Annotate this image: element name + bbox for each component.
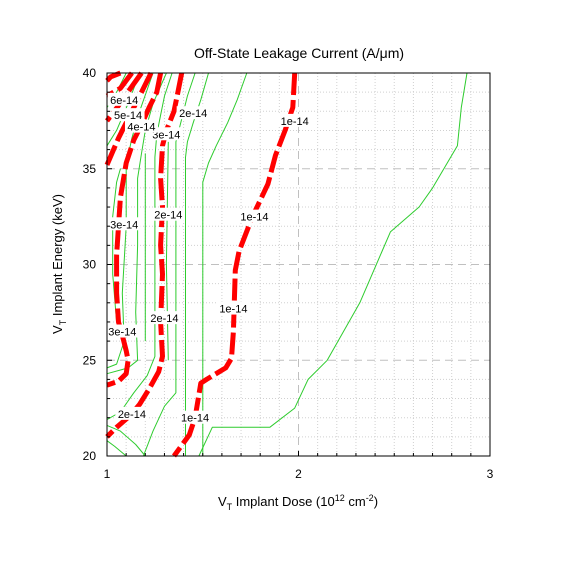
- x-tick-label: 3: [487, 467, 494, 481]
- contour-label-bg: [107, 92, 141, 106]
- y-tick-label: 35: [83, 162, 97, 176]
- contour-label-bg: [237, 209, 271, 223]
- contour-label-bg: [107, 217, 141, 231]
- y-tick-label: 40: [83, 66, 97, 80]
- contour-label-bg: [111, 108, 145, 122]
- contour-label-bg: [216, 301, 250, 315]
- x-tick-label: 1: [104, 467, 111, 481]
- contour-line-7e-14: [105, 70, 122, 83]
- contour-label: 4e-14: [127, 122, 155, 134]
- contour-label: 1e-14: [281, 116, 309, 128]
- contour-line-minor: [198, 72, 468, 457]
- x-axis-title-tail: cm: [345, 494, 366, 509]
- x-axis-title-sup2: -2: [366, 493, 374, 503]
- contour-line-minor: [106, 72, 167, 375]
- y-axis-title-base: V: [50, 325, 65, 334]
- contour-label: 3e-14: [152, 129, 180, 141]
- contour-label: 2e-14: [118, 409, 146, 421]
- contour-label-bg: [151, 207, 185, 221]
- contour-label: 2e-14: [150, 313, 178, 325]
- contour-line-3e-14: [106, 72, 164, 388]
- contour-line-minor: [106, 424, 146, 457]
- x-axis-title-sub: T: [227, 502, 233, 512]
- y-tick-label: 20: [83, 449, 97, 463]
- contour-line-minor: [106, 72, 173, 421]
- chart-title: Off-State Leakage Current (A/μm): [194, 45, 404, 61]
- contour-label: 6e-14: [110, 95, 138, 107]
- contour-label: 1e-14: [219, 304, 247, 316]
- contour-label-bg: [278, 113, 312, 127]
- contour-line-1e-14: [171, 72, 298, 458]
- contour-label: 3e-14: [110, 219, 138, 231]
- contour-label: 1e-14: [240, 212, 268, 224]
- contour-line-minor: [202, 72, 248, 456]
- y-axis-title: VT Implant Energy (keV): [50, 194, 68, 334]
- y-axis-title-rest: Implant Energy (keV): [50, 194, 65, 320]
- grid: [107, 73, 490, 456]
- contour-label: 2e-14: [154, 210, 182, 222]
- contour-label: 1e-14: [181, 413, 209, 425]
- y-axis-title-sub: T: [58, 319, 68, 325]
- x-axis-title-end: ): [374, 494, 378, 509]
- x-axis-title-rest: Implant Dose (10: [232, 494, 335, 509]
- contour-label: 2e-14: [179, 108, 207, 120]
- x-tick-label: 2: [295, 467, 302, 481]
- contour-label: 3e-14: [108, 327, 136, 339]
- x-axis-title: VT Implant Dose (1012 cm-2): [218, 493, 378, 512]
- contour-label-bg: [176, 106, 210, 120]
- contour-label-bg: [149, 127, 183, 141]
- minor-contours: [106, 72, 468, 457]
- contour-label-bg: [147, 311, 181, 325]
- contour-label-bg: [124, 119, 158, 133]
- contour-labels: 1e-14 1e-14 1e-14 1e-14 2e-14 2e-14 2e-14 2e-14…: [105, 92, 312, 425]
- contour-label-bg: [178, 410, 212, 424]
- contour-line-minor: [106, 440, 127, 457]
- y-tick-label: 30: [83, 258, 97, 272]
- contour-label-bg: [105, 324, 139, 338]
- contour-line-minor: [112, 168, 121, 323]
- contour-line-minor: [185, 72, 209, 456]
- contour-line-minor: [165, 141, 169, 361]
- axis-ticks: 1 2 3 20 25 30 35 40: [83, 66, 494, 481]
- y-tick-label: 25: [83, 353, 97, 367]
- x-axis-title-sup: 12: [335, 493, 345, 503]
- x-axis-title-base: V: [218, 494, 227, 509]
- contour-label-bg: [115, 406, 149, 420]
- contour-label: 5e-14: [114, 110, 142, 122]
